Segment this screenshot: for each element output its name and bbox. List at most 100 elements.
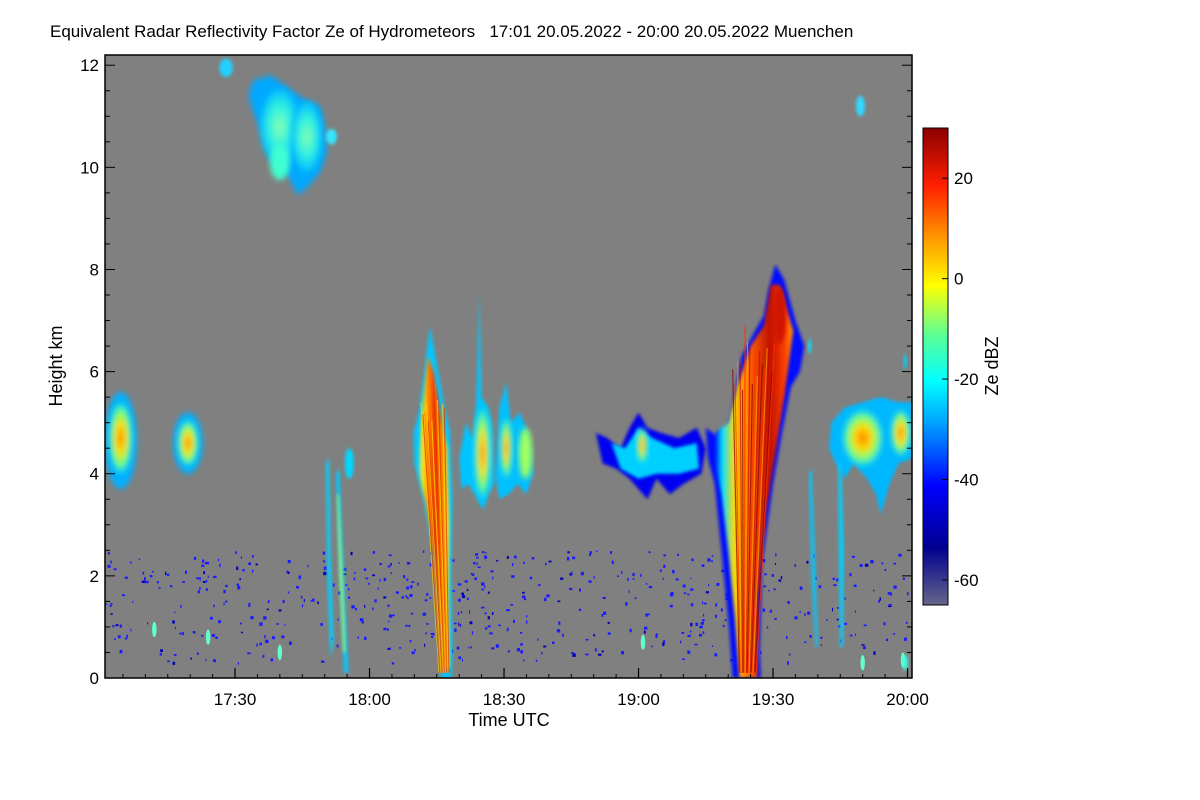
clutter-speck: [492, 576, 494, 580]
clutter-speck: [787, 661, 789, 665]
clutter-speck: [760, 651, 762, 655]
clutter-speck: [307, 564, 309, 568]
clutter-speck: [237, 585, 241, 590]
rain-streak: [748, 376, 758, 673]
clutter-speck: [648, 585, 653, 589]
clutter-speck: [431, 635, 434, 638]
clutter-speck: [893, 562, 897, 565]
clutter-speck: [775, 553, 777, 557]
clutter-speck: [648, 551, 651, 554]
clutter-speck: [601, 613, 604, 617]
clutter-speck: [355, 608, 358, 611]
clutter-speck: [799, 611, 801, 613]
colorbar-tick-label: -20: [954, 370, 979, 389]
clutter-speck: [193, 556, 197, 560]
clutter-speck: [557, 600, 561, 603]
clutter-speck: [392, 614, 395, 617]
clutter-speck: [172, 661, 176, 665]
clutter-speck: [906, 592, 909, 596]
clutter-speck: [611, 560, 614, 565]
clutter-speck: [523, 561, 525, 564]
colorbar: 20 0 -20 -40 -60 Ze dBZ: [922, 127, 1002, 606]
clutter-speck: [218, 620, 221, 624]
rain-streak: [747, 352, 756, 673]
clutter-speck: [323, 560, 326, 563]
clutter-speck: [506, 556, 509, 559]
clutter-speck: [343, 567, 347, 571]
clutter-speck: [337, 618, 339, 621]
clutter-speck: [862, 646, 866, 650]
clutter-speck: [201, 634, 204, 637]
midlevel-cell-right: [890, 409, 911, 456]
clutter-speck: [780, 576, 783, 580]
clutter-speck: [203, 571, 206, 575]
small-cirrus-right: [855, 95, 865, 117]
clutter-speck: [167, 660, 170, 663]
clutter-speck: [885, 638, 888, 642]
clutter-speck: [223, 589, 226, 594]
clutter-speck: [363, 568, 367, 571]
clutter-speck: [461, 658, 464, 662]
clutter-speck: [485, 552, 487, 554]
clutter-speck: [411, 651, 415, 655]
clutter-speck: [543, 597, 547, 602]
clutter-speck: [215, 636, 218, 639]
clutter-speck: [804, 641, 807, 644]
clutter-speck: [597, 653, 602, 656]
clutter-speck: [491, 612, 494, 615]
clutter-speck: [199, 577, 201, 581]
clutter-speck: [621, 570, 623, 575]
clutter-speck: [578, 608, 582, 611]
clutter-speck: [287, 591, 290, 594]
clutter-speck: [286, 570, 288, 574]
clutter-speck: [389, 647, 391, 650]
clutter-speck: [126, 634, 128, 638]
clutter-speck: [471, 631, 474, 635]
clutter-speck: [470, 572, 473, 576]
clutter-speck: [566, 557, 570, 561]
clutter-speck: [211, 634, 215, 637]
clutter-speck: [364, 604, 366, 608]
clutter-speck: [199, 587, 201, 590]
clutter-speck: [490, 570, 494, 573]
clutter-speck: [422, 612, 427, 616]
clutter-speck: [388, 620, 390, 623]
clutter-speck: [201, 564, 205, 567]
clutter-speck: [467, 597, 469, 601]
clutter-speck: [660, 569, 662, 573]
clutter-speck: [711, 645, 714, 648]
clutter-speck: [484, 627, 488, 630]
rain-streak: [749, 351, 761, 673]
y-tick-label: 10: [80, 158, 99, 177]
y-axis: 0 2 4 6 8 10 12: [80, 56, 912, 688]
clutter-speck: [804, 613, 806, 617]
clutter-speck: [242, 569, 245, 572]
clutter-speck: [138, 558, 141, 561]
clutter-speck: [336, 644, 339, 648]
fallstreak-1: [326, 458, 334, 658]
clutter-speck: [174, 627, 177, 630]
clutter-speck: [179, 632, 183, 635]
clutter-speck: [702, 631, 705, 634]
midlevel-cell-right: [903, 353, 908, 370]
clutter-speck: [457, 599, 461, 602]
clutter-speck: [707, 558, 711, 562]
rain-streak: [433, 399, 445, 673]
clutter-speck: [223, 602, 225, 606]
clutter-speck: [487, 591, 490, 594]
clutter-speck: [571, 571, 573, 575]
clutter-speck: [714, 614, 717, 618]
clutter-speck: [395, 591, 399, 594]
clutter-speck: [332, 583, 335, 587]
clutter-speck: [372, 607, 374, 611]
y-tick-label: 2: [90, 567, 99, 586]
clutter-speck: [546, 594, 550, 598]
clutter-speck: [372, 574, 376, 577]
clutter-speck: [277, 644, 283, 661]
convective-shower-2: [773, 287, 787, 344]
clutter-speck: [141, 580, 145, 584]
rain-streak: [425, 402, 442, 673]
clutter-speck: [310, 600, 312, 602]
clutter-speck: [687, 634, 691, 637]
clutter-speck: [405, 624, 408, 627]
